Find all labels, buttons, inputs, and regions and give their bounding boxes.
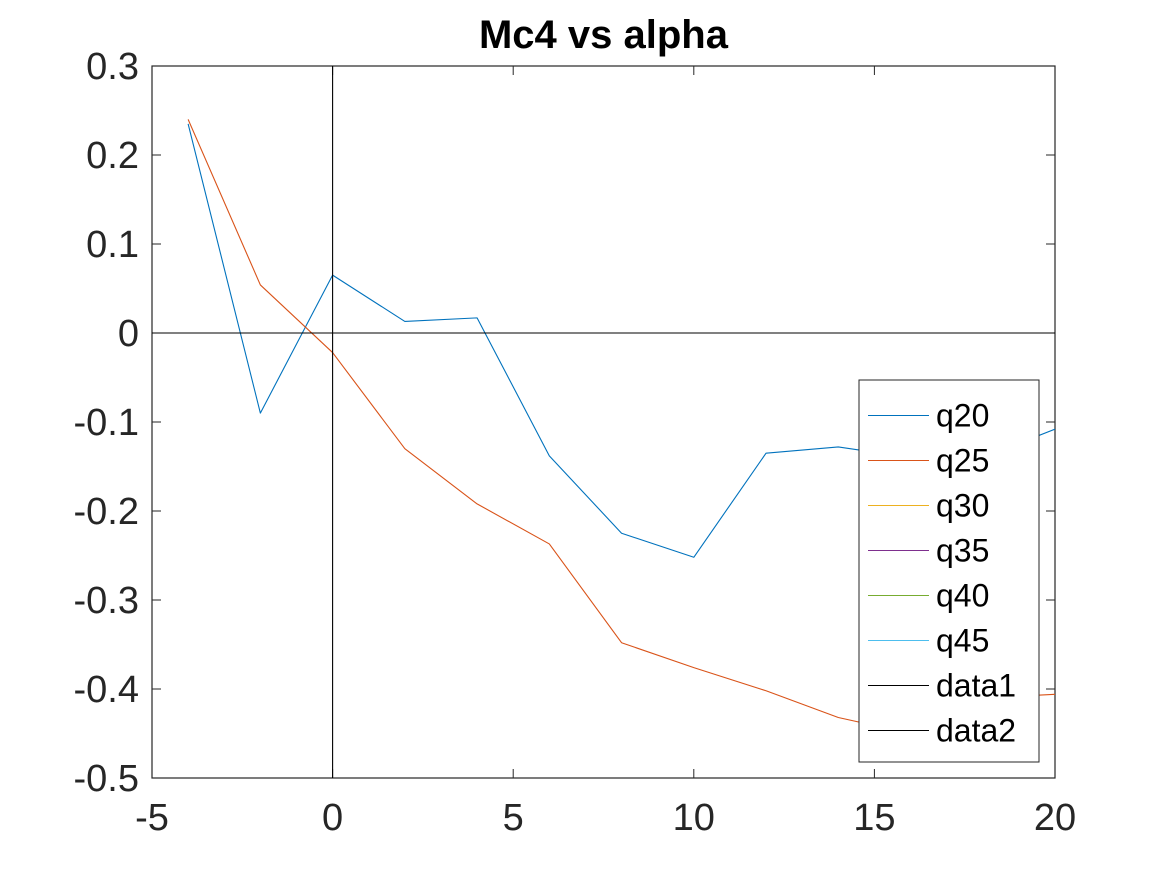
legend-label-q25: q25 [936,443,989,479]
y-tick-label: 0 [118,313,139,355]
legend-label-q45: q45 [936,623,989,659]
legend-label-q20: q20 [936,398,989,434]
y-tick-label: -0.4 [74,669,139,711]
chart-title: Mc4 vs alpha [479,13,729,57]
x-tick-label: 0 [322,797,343,839]
y-tick-label: -0.5 [74,758,139,800]
y-tick-label: 0.3 [86,46,139,88]
x-tick-label: 15 [853,797,895,839]
y-tick-label: -0.2 [74,491,139,533]
legend-label-q40: q40 [936,578,989,614]
legend-label-data2: data2 [936,713,1016,749]
legend-label-q30: q30 [936,488,989,524]
legend-label-data1: data1 [936,668,1016,704]
y-tick-label: -0.1 [74,402,139,444]
x-tick-label: -5 [135,797,169,839]
x-tick-label: 20 [1034,797,1076,839]
y-tick-label: -0.3 [74,580,139,622]
plot-area: -5 0 5 10 15 20 -0.5 -0.4 -0.3 -0.2 -0.1 0 0.1 0.2 0.3… [74,46,1077,839]
legend-box [858,379,1040,763]
x-tick-label: 5 [503,797,524,839]
legend-label-q35: q35 [936,533,989,569]
y-tick-label: 0.2 [86,135,139,177]
y-tick-label: 0.1 [86,224,139,266]
legend: q20 q25 q30 q35 q40 q45 data1 data2 [858,379,1040,763]
x-tick-label: 10 [673,797,715,839]
